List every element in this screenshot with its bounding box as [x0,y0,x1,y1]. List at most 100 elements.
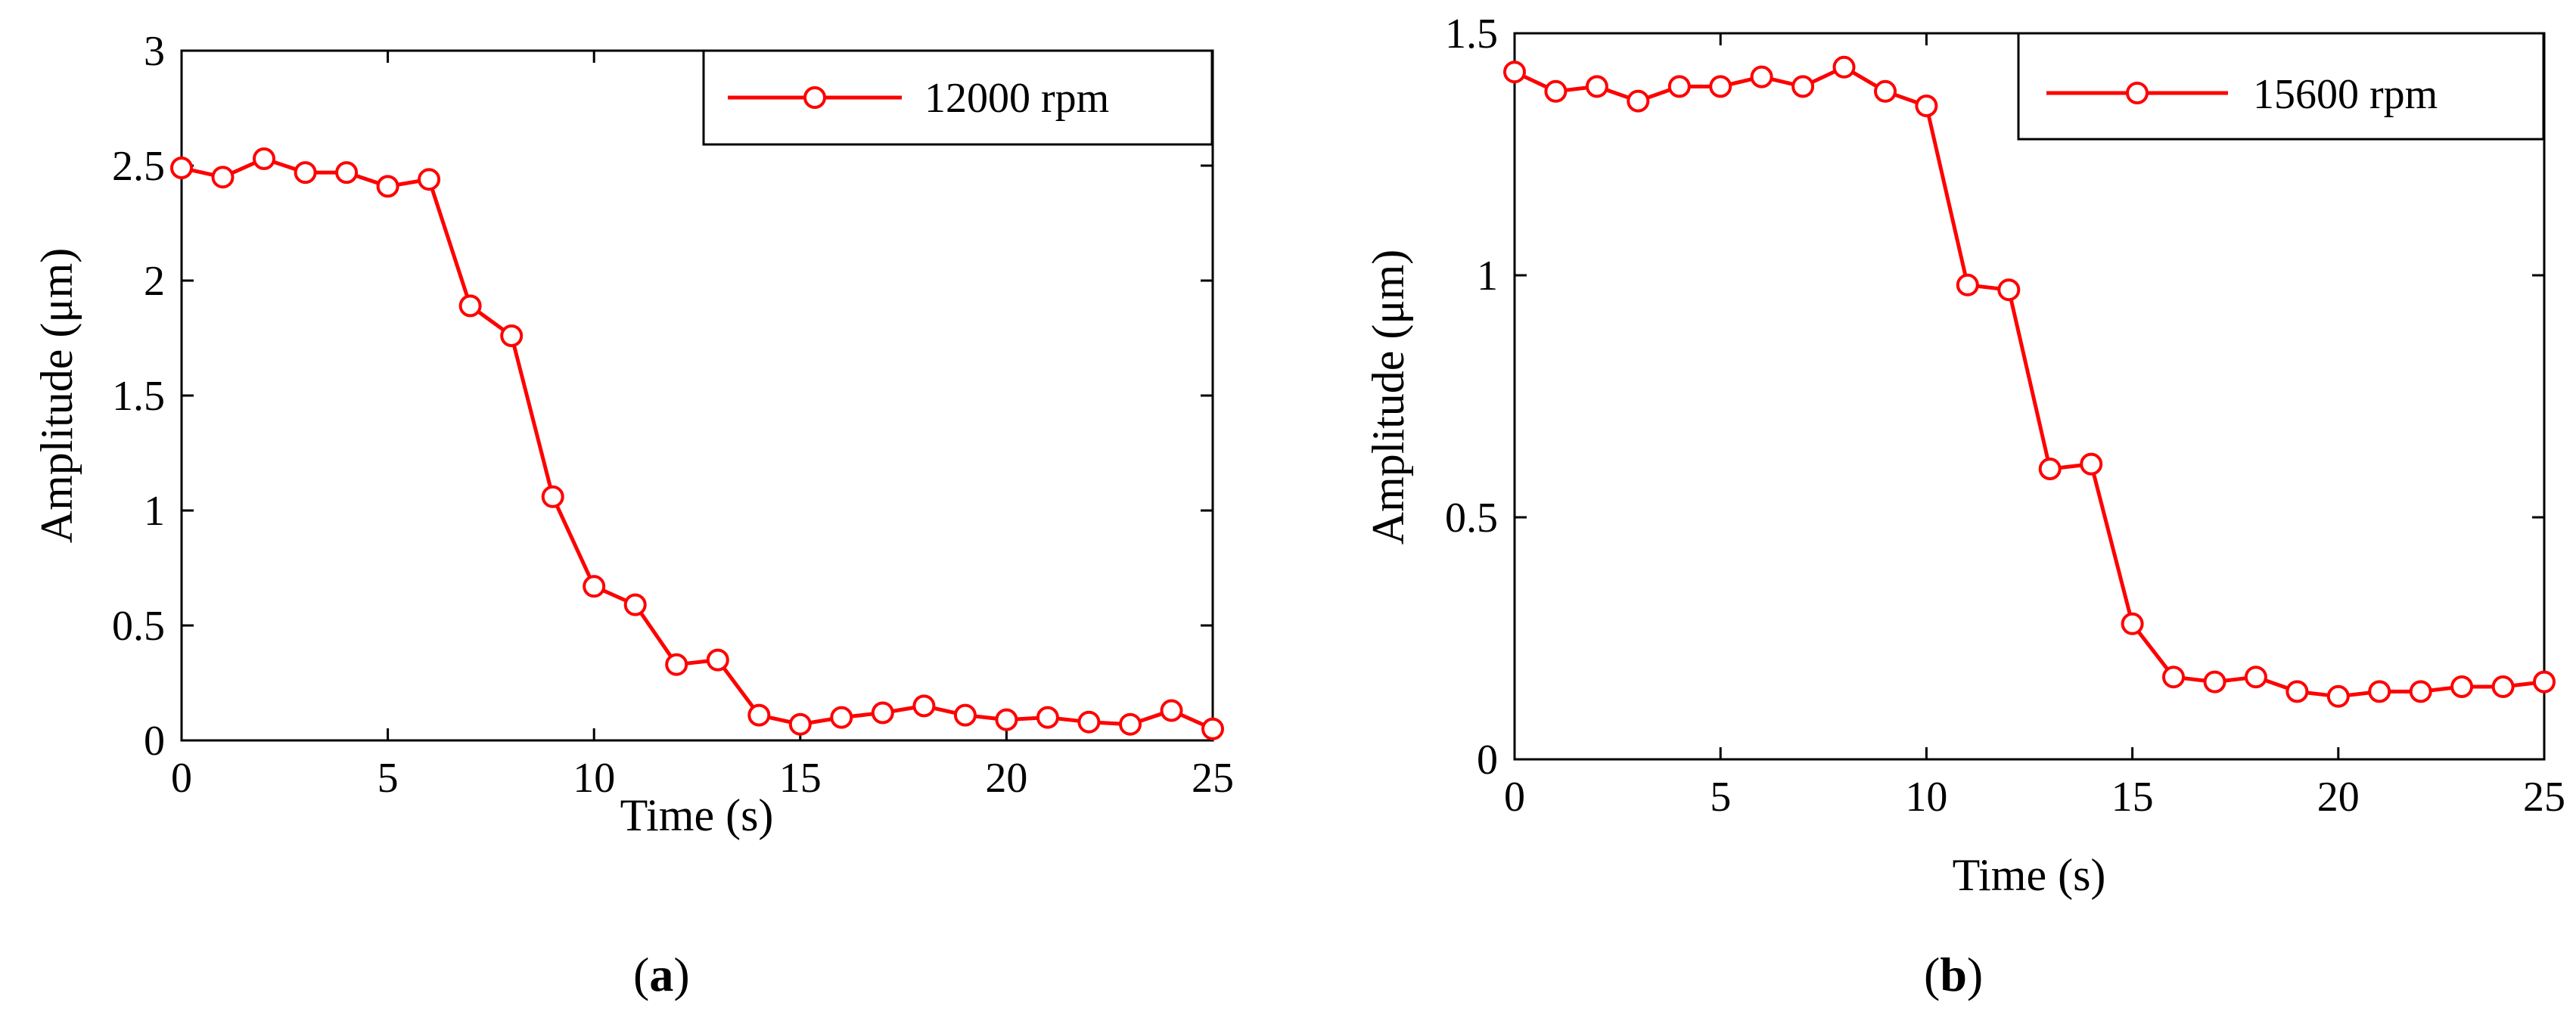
chart-b-data-point [1956,273,1979,296]
chart-a-plot-frame [180,49,1214,742]
chart-b-x-tick-label: 20 [2317,774,2360,821]
chart-a-data-point [294,161,317,185]
chart-a-data-point [211,166,235,189]
chart-a-data-point [912,694,936,718]
chart-b-series-line [1513,65,2545,699]
chart-a-y-tick-label: 1 [144,488,165,535]
chart-a-data-point [871,701,894,725]
chart-a-y-tick-labels: 0 0.5 1 1.5 2 2.5 3 [112,28,165,765]
chart-b-x-tick-label: 15 [2111,774,2154,821]
chart-b-data-point [2491,675,2515,698]
chart-a-legend: 12000 rpm [702,49,1213,146]
chart-a-data-point [1119,712,1142,736]
chart-a-x-tick-label: 25 [1192,755,1234,802]
caption-b-open: ( [1924,948,1940,1001]
chart-b-ticks [1513,32,2546,761]
chart-a-data-point [458,294,482,318]
chart-b-x-tick-label: 10 [1905,774,1947,821]
chart-a-data-point [418,168,441,191]
chart-b-series [1503,55,2556,708]
chart-b-data-point [1832,55,1856,79]
chart-a-x-tick-label: 0 [171,755,192,802]
chart-b-data-point [2203,670,2226,694]
chart-b-data-point [1997,278,2021,302]
chart-a-data-point [170,157,193,179]
chart-b-x-axis-label: Time (s) [1953,850,2106,900]
chart-a-x-tick-label: 15 [779,755,822,802]
chart-b-y-tick-labels: 0 0.5 1 1.5 [1445,11,1498,784]
chart-b-x-tick-label: 25 [2523,774,2565,821]
chart-b-x-tick-label: 0 [1504,774,1525,821]
chart-b-data-point [1709,75,1732,98]
chart-a-data-point [253,147,275,170]
chart-a-data-point [541,485,564,508]
caption-b-label: b [1940,948,1967,1001]
chart-b-y-tick-label: 1 [1477,253,1498,299]
chart-a-data-point [1036,706,1059,729]
chart-a-data-point [1201,717,1224,740]
chart-b-data-point [2409,680,2432,703]
chart-b-y-tick-label: 0.5 [1445,495,1498,542]
chart-a-x-tick-label: 10 [573,755,615,802]
chart-b-data-point [1874,79,1897,103]
chart-b-data-point [2533,670,2556,694]
chart-a-data-point [747,703,771,727]
chart-a-y-axis-label: Amplitude (μm) [32,248,82,543]
caption-b-close: ) [1967,948,1983,1001]
chart-a-data-point [706,648,729,672]
chart-b-data-point [2326,684,2350,708]
caption-b: (b) [1924,948,1983,1001]
chart-b-data-point [2121,612,2144,635]
chart-a-x-axis-label: Time (s) [620,790,774,840]
chart-b-data-point [2162,666,2185,689]
chart-a-data-point [623,593,647,616]
chart-a-x-tick-labels: 0 5 10 15 20 25 [171,755,1234,802]
chart-b-data-point [1544,79,1568,103]
chart-a: 0 5 10 15 20 25 0 0.5 1 1.5 2 2.5 3 12000 rpm Time … [32,28,1234,1001]
chart-b-legend: 15600 rpm [2017,32,2545,141]
chart-a-y-tick-label: 2.5 [112,143,165,190]
caption-a-open: ( [633,948,649,1001]
chart-b-data-point [1503,61,1526,84]
chart-a-data-point [1160,699,1183,722]
chart-a-data-point [500,324,524,347]
chart-a-y-tick-label: 0.5 [112,603,165,650]
chart-a-x-tick-label: 5 [378,755,399,802]
chart-b-data-point [1667,75,1691,98]
chart-a-y-tick-label: 2 [144,258,165,305]
chart-a-data-point [376,175,399,198]
chart-a-data-point [995,708,1018,731]
chart-a-legend-marker [803,86,826,109]
chart-a-series-line [181,157,1214,731]
chart-a-legend-label: 12000 rpm [924,75,1109,122]
chart-b: 0 5 10 15 20 25 0 0.5 1 1.5 15600 rpm Time (s) A… [1363,11,2565,1001]
chart-a-data-point [335,161,359,185]
chart-b-y-tick-label: 0 [1477,737,1498,784]
chart-b-data-point [1750,65,1773,88]
caption-a: (a) [633,948,690,1001]
chart-a-y-tick-label: 3 [144,28,165,75]
chart-b-data-point [2244,666,2267,689]
chart-b-data-point [1627,89,1650,113]
caption-a-label: a [649,948,673,1001]
chart-b-x-tick-label: 5 [1710,774,1731,821]
chart-b-plot-frame [1513,32,2546,761]
chart-b-data-point [2450,675,2474,698]
chart-a-y-tick-label: 1.5 [112,373,165,420]
chart-a-series [170,147,1224,740]
chart-a-y-tick-label: 0 [144,718,165,765]
chart-b-data-point [2368,680,2391,703]
chart-a-data-point [665,653,688,676]
chart-a-data-point [953,703,977,727]
chart-b-y-axis-label: Amplitude (μm) [1363,250,1413,545]
chart-b-data-point [1585,75,1608,98]
chart-b-x-tick-labels: 0 5 10 15 20 25 [1504,774,2565,821]
chart-a-data-point [1077,710,1101,734]
chart-b-legend-label: 15600 rpm [2253,71,2438,118]
chart-b-legend-box [2017,32,2545,141]
chart-b-data-point [2038,458,2062,480]
chart-b-data-point [2080,452,2103,476]
caption-a-close: ) [673,948,689,1001]
